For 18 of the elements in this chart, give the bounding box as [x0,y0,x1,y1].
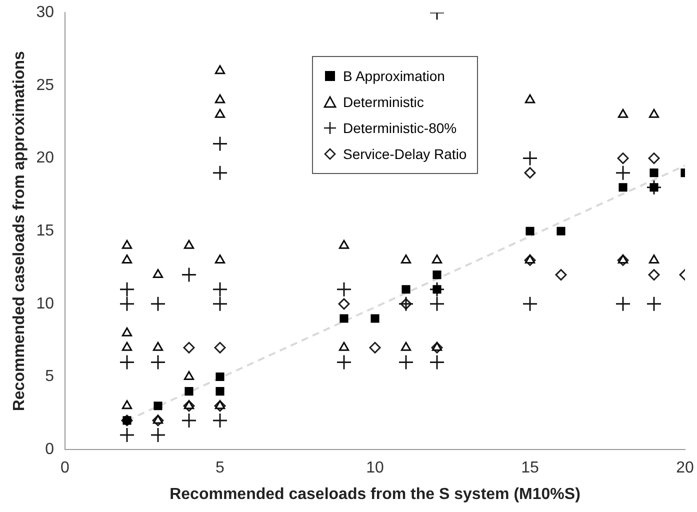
y-tick-label: 20 [36,150,54,167]
legend-label: Deterministic [343,93,424,112]
x-tick-label: 0 [60,460,70,477]
legend-label: Deterministic-80% [343,119,457,138]
legend-label: B Approximation [343,67,445,86]
y-tick-label: 15 [36,222,54,240]
x-tick-label: 15 [521,460,539,477]
y-tick-label: 25 [36,76,54,94]
y-tick-label: 5 [45,368,54,386]
x-tick-label: 10 [366,460,384,477]
y-axis-title: Recommended caseloads from approximations [11,50,28,412]
legend-label: Service-Delay Ratio [343,145,467,164]
x-tick-label: 5 [216,460,225,477]
x-tick-label: 20 [676,460,694,477]
y-tick-label: 0 [45,441,54,458]
y-tick-label: 10 [36,295,54,312]
y-tick-label: 30 [36,4,54,22]
x-axis-title: Recommended caseloads from the S system (M10%S) [170,486,580,503]
